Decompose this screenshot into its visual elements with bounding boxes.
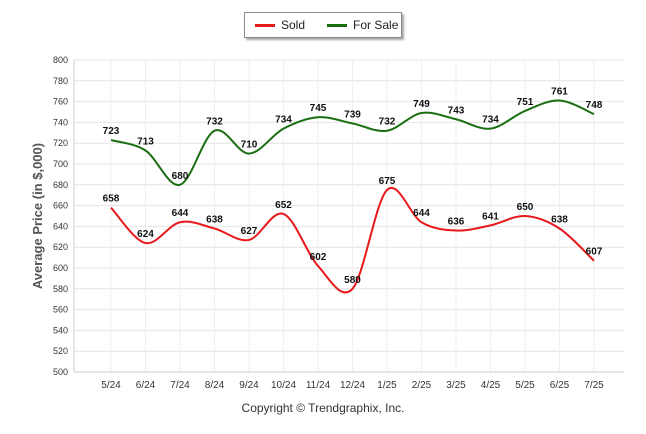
y-tick-label: 720 <box>53 138 68 148</box>
data-label-for-sale: 761 <box>551 87 568 98</box>
legend-swatch-for-sale <box>327 23 348 27</box>
y-tick-label: 620 <box>53 242 68 252</box>
y-tick-label: 700 <box>53 159 68 169</box>
series-line-for-sale <box>110 99 595 186</box>
data-label-sold: 641 <box>482 211 499 222</box>
data-label-for-sale: 713 <box>137 136 154 147</box>
y-tick-label: 760 <box>53 97 68 107</box>
data-label-sold: 650 <box>517 202 534 213</box>
x-tick-label: 5/25 <box>515 380 535 391</box>
data-label-sold: 644 <box>172 208 189 219</box>
data-label-sold: 636 <box>448 217 465 228</box>
x-tick-label: 2/25 <box>412 380 432 391</box>
x-tick-label: 1/25 <box>377 380 397 391</box>
y-tick-label: 800 <box>53 55 68 65</box>
legend-item-for-sale[interactable]: For Sale <box>327 18 398 32</box>
data-label-for-sale: 734 <box>275 115 292 126</box>
data-label-sold: 638 <box>551 214 568 225</box>
data-label-for-sale: 680 <box>172 171 189 182</box>
data-label-for-sale: 748 <box>586 100 603 111</box>
legend-swatch-sold <box>255 23 275 27</box>
y-tick-label: 780 <box>53 76 68 86</box>
series-line-sold <box>110 186 595 294</box>
x-tick-label: 12/24 <box>340 380 365 391</box>
y-tick-label: 640 <box>53 221 68 231</box>
legend-item-sold[interactable]: Sold <box>255 18 305 32</box>
data-label-sold: 627 <box>241 226 258 237</box>
data-label-for-sale: 732 <box>206 117 223 128</box>
x-tick-label: 11/24 <box>306 380 331 391</box>
x-tick-label: 4/25 <box>481 380 501 391</box>
legend: Sold For Sale <box>244 12 402 38</box>
data-label-for-sale: 739 <box>344 109 361 120</box>
data-label-for-sale: 734 <box>482 115 499 126</box>
x-tick-label: 10/24 <box>271 380 296 391</box>
x-tick-label: 6/24 <box>136 380 156 391</box>
x-tick-label: 8/24 <box>205 380 225 391</box>
data-label-for-sale: 743 <box>448 105 465 116</box>
legend-label-for-sale: For Sale <box>353 18 399 32</box>
y-axis-title: Average Price (in $,000) <box>30 143 45 289</box>
copyright-footer: Copyright © Trendgraphix, Inc. <box>241 401 405 415</box>
data-label-sold: 644 <box>413 208 430 219</box>
x-tick-label: 3/25 <box>446 380 466 391</box>
x-tick-label: 6/25 <box>550 380 570 391</box>
data-label-for-sale: 732 <box>379 117 396 128</box>
data-label-for-sale: 710 <box>241 140 258 151</box>
y-tick-label: 580 <box>53 284 68 294</box>
x-tick-label: 7/25 <box>584 380 604 391</box>
y-tick-label: 600 <box>53 263 68 273</box>
data-label-sold: 675 <box>379 176 396 187</box>
y-tick-label: 740 <box>53 117 68 127</box>
x-tick-label: 7/24 <box>170 380 190 391</box>
data-label-sold: 638 <box>206 214 223 225</box>
x-tick-label: 9/24 <box>239 380 259 391</box>
data-label-for-sale: 749 <box>413 99 430 110</box>
y-tick-label: 680 <box>53 180 68 190</box>
data-label-for-sale: 745 <box>310 103 327 114</box>
legend-label-sold: Sold <box>281 18 306 32</box>
y-tick-label: 560 <box>53 305 68 315</box>
data-label-sold: 658 <box>103 194 120 205</box>
y-tick-label: 540 <box>53 325 68 335</box>
data-label-sold: 580 <box>344 275 361 286</box>
x-tick-label: 5/24 <box>101 380 121 391</box>
y-tick-label: 520 <box>53 346 68 356</box>
data-label-sold: 624 <box>137 229 154 240</box>
data-label-for-sale: 751 <box>517 97 534 108</box>
data-label-sold: 652 <box>275 200 292 211</box>
y-tick-label: 660 <box>53 201 68 211</box>
data-label-sold: 602 <box>310 252 327 263</box>
data-label-sold: 607 <box>586 247 603 258</box>
data-label-for-sale: 723 <box>103 126 120 137</box>
y-tick-label: 500 <box>53 367 68 377</box>
